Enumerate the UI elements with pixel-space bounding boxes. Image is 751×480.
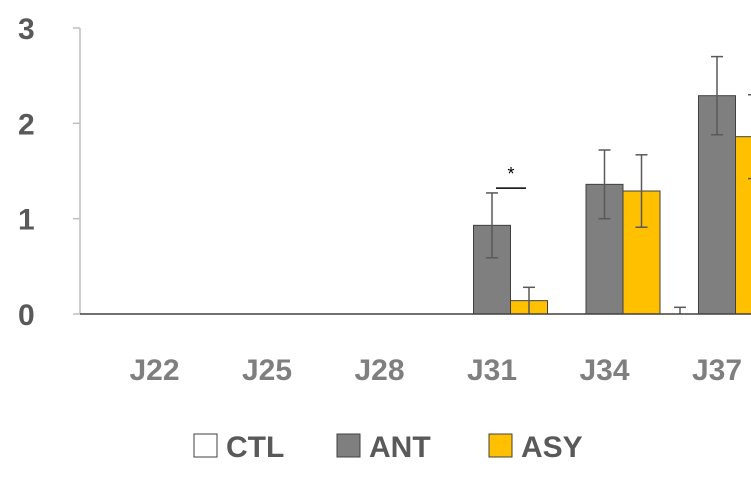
y-tick-label: 1 — [18, 204, 35, 237]
x-tick-label: J34 — [579, 354, 629, 387]
y-tick-label: 0 — [18, 299, 35, 332]
x-tick-label: J31 — [467, 354, 517, 387]
bar-asy-j37 — [736, 137, 751, 314]
legend-swatch-asy — [489, 434, 512, 457]
x-tick-label: J22 — [129, 354, 179, 387]
legend-label-asy: ASY — [521, 431, 583, 464]
legend-swatch-ctl — [194, 434, 217, 457]
x-tick-label: J28 — [354, 354, 404, 387]
x-tick-label: J25 — [242, 354, 292, 387]
y-tick-label: 2 — [18, 108, 35, 141]
legend-swatch-ant — [337, 434, 360, 457]
legend-label-ctl: CTL — [226, 431, 284, 464]
legend-label-ant: ANT — [369, 431, 431, 464]
significance-marker: * — [507, 164, 514, 184]
x-tick-label: J37 — [692, 354, 742, 387]
y-tick-label: 3 — [18, 13, 35, 46]
